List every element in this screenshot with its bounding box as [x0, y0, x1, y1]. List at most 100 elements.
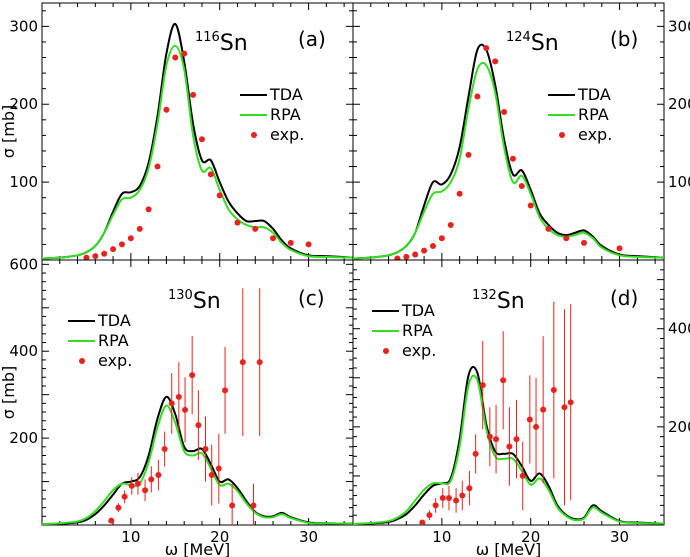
nucleus-mass: 116 [195, 30, 220, 45]
data-point [195, 422, 202, 429]
series-line-rpa [42, 404, 353, 525]
data-point [252, 225, 259, 232]
y-tick-label: 100 [668, 173, 690, 191]
legend-marker [383, 348, 389, 354]
data-point [493, 436, 500, 443]
data-point [472, 450, 479, 457]
data-point [250, 502, 257, 509]
legend-marker [79, 358, 85, 364]
x-axis-label: ω [MeV] [476, 540, 542, 557]
data-point [506, 443, 513, 450]
nucleus-label: 116Sn [195, 30, 248, 56]
data-point [134, 480, 141, 487]
data-point [128, 482, 135, 489]
plot-frame [352, 259, 665, 526]
data-point [222, 387, 229, 394]
data-point [175, 393, 182, 400]
panel-label: (b) [610, 27, 638, 51]
data-point [403, 253, 410, 260]
series-line-rpa [353, 61, 664, 260]
x-tick-label: 30 [610, 528, 629, 546]
data-point [561, 404, 568, 411]
data-point [181, 50, 188, 57]
data-point [439, 495, 446, 502]
data-point [155, 472, 162, 479]
data-point [234, 219, 241, 226]
y-tick-label: 300 [9, 17, 38, 35]
data-point [110, 246, 117, 253]
nucleus-element: Sn [193, 289, 221, 314]
series-line-rpa [42, 44, 353, 260]
nucleus-label: 124Sn [506, 30, 559, 56]
y-tick-label: 200 [9, 95, 38, 113]
data-point [501, 109, 508, 116]
nucleus-mass: 130 [168, 288, 193, 303]
plot-area [353, 301, 664, 525]
data-point [432, 502, 439, 509]
series-line-tda [42, 395, 353, 525]
data-point [136, 225, 143, 232]
data-point [168, 400, 175, 407]
data-point [438, 235, 445, 242]
data-point [154, 163, 161, 170]
panel-label: (c) [298, 286, 325, 310]
data-point [145, 206, 152, 213]
y-tick-label: 200 [668, 95, 690, 113]
y-axis-label: σ [mb] [0, 105, 18, 158]
data-point [108, 517, 115, 524]
legend-entry: RPA [98, 331, 129, 350]
y-tick-label: 200 [9, 429, 38, 447]
nucleus-mass: 124 [506, 30, 531, 45]
data-point [287, 239, 294, 246]
series-line-tda [42, 23, 353, 260]
data-point [545, 225, 552, 232]
data-point [421, 247, 428, 254]
data-point [305, 241, 312, 248]
series-line-tda [353, 43, 664, 260]
panel-label: (a) [298, 27, 326, 51]
data-point [445, 495, 452, 502]
legend-entry: RPA [270, 105, 301, 124]
legend-entry: exp. [402, 341, 436, 360]
data-point [459, 492, 466, 499]
data-point [163, 106, 170, 113]
data-point [518, 183, 525, 190]
data-point [453, 497, 460, 504]
data-point [83, 254, 90, 260]
series-line-rpa [353, 374, 664, 525]
data-point [540, 406, 547, 413]
legend-entry: exp. [578, 125, 612, 144]
data-point [172, 54, 179, 61]
nucleus-element: Sn [220, 31, 248, 56]
data-point [161, 445, 168, 452]
data-point [202, 445, 209, 452]
data-point [189, 372, 196, 379]
data-point [426, 512, 433, 519]
data-point [229, 502, 236, 509]
data-point [182, 406, 189, 413]
y-tick-label: 400 [9, 342, 38, 360]
y-tick-label: 600 [9, 255, 38, 273]
nucleus-mass: 132 [472, 288, 497, 303]
plot-area [353, 43, 664, 260]
data-point [256, 359, 263, 366]
legend-entry: TDA [401, 301, 435, 320]
data-point [513, 436, 520, 443]
legend-entry: RPA [578, 105, 609, 124]
data-point [208, 472, 215, 479]
y-tick-label: 300 [668, 17, 690, 35]
legend-entry: TDA [577, 85, 611, 104]
data-point [581, 239, 588, 246]
legend-entry: TDA [269, 85, 303, 104]
data-point [419, 519, 426, 525]
data-point [474, 93, 481, 100]
x-tick-label: 20 [210, 528, 229, 546]
nucleus-element: Sn [497, 289, 525, 314]
panel-label: (d) [610, 286, 638, 310]
data-point [550, 387, 557, 394]
